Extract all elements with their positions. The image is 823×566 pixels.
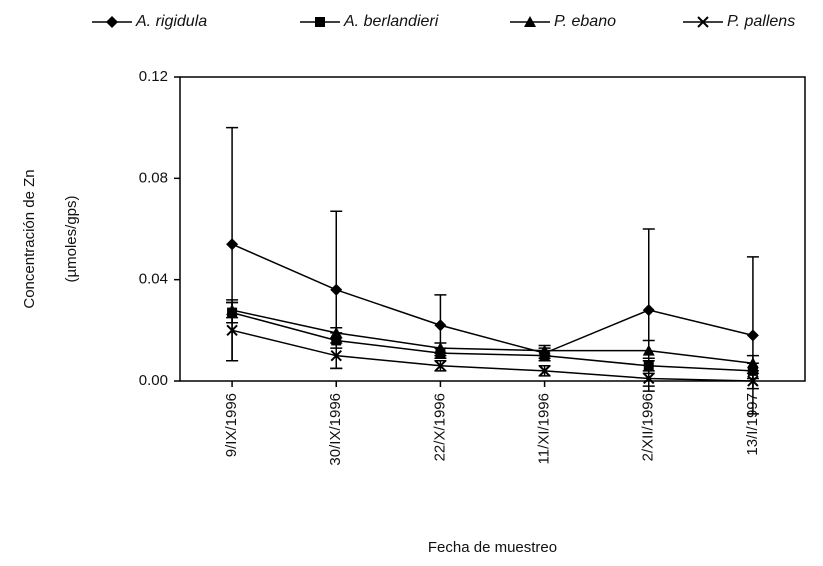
legend-text: A. rigidula xyxy=(135,13,207,30)
y-tick-label: 0.00 xyxy=(139,372,168,389)
legend-text: P. pallens xyxy=(727,13,795,30)
series-line xyxy=(231,329,753,382)
x-tick-label: 2/XII/1996 xyxy=(640,393,657,461)
y-tick-label: 0.04 xyxy=(139,271,168,288)
x-tick-label: 30/IX/1996 xyxy=(327,393,344,466)
marker xyxy=(434,342,447,354)
marker xyxy=(226,324,238,337)
marker xyxy=(330,283,343,296)
marker xyxy=(106,16,118,28)
marker xyxy=(330,349,342,362)
marker xyxy=(642,304,655,317)
y-tick-label: 0.12 xyxy=(139,68,168,85)
marker xyxy=(315,17,325,27)
marker xyxy=(747,375,759,387)
marker xyxy=(746,329,759,342)
y-axis-label: Concentración de Zn xyxy=(21,169,38,308)
marker xyxy=(434,319,447,332)
plot-frame xyxy=(179,76,806,382)
x-tick-label: 9/IX/1996 xyxy=(223,393,240,457)
marker xyxy=(538,344,551,356)
marker xyxy=(524,16,536,27)
marker xyxy=(434,360,447,372)
marker xyxy=(538,365,551,377)
marker xyxy=(643,360,654,371)
series-line xyxy=(231,311,753,372)
series-line xyxy=(231,309,754,365)
marker xyxy=(226,238,239,251)
marker xyxy=(643,372,655,385)
marker xyxy=(642,344,655,356)
y-axis-label: (µmoles/gps) xyxy=(63,195,80,282)
marker xyxy=(697,16,709,28)
series-line xyxy=(231,243,754,354)
legend-text: P. ebano xyxy=(554,13,616,30)
marker xyxy=(746,357,759,369)
legend-text: A. berlandieri xyxy=(343,13,439,30)
x-tick-label: 11/XI/1996 xyxy=(536,393,553,464)
marker xyxy=(331,335,342,346)
x-axis-label: Fecha de muestreo xyxy=(428,539,557,556)
x-tick-label: 13/I/1997 xyxy=(744,393,761,456)
x-tick-label: 22/X/1996 xyxy=(431,393,448,461)
marker xyxy=(330,326,343,338)
y-tick-label: 0.08 xyxy=(139,169,168,186)
